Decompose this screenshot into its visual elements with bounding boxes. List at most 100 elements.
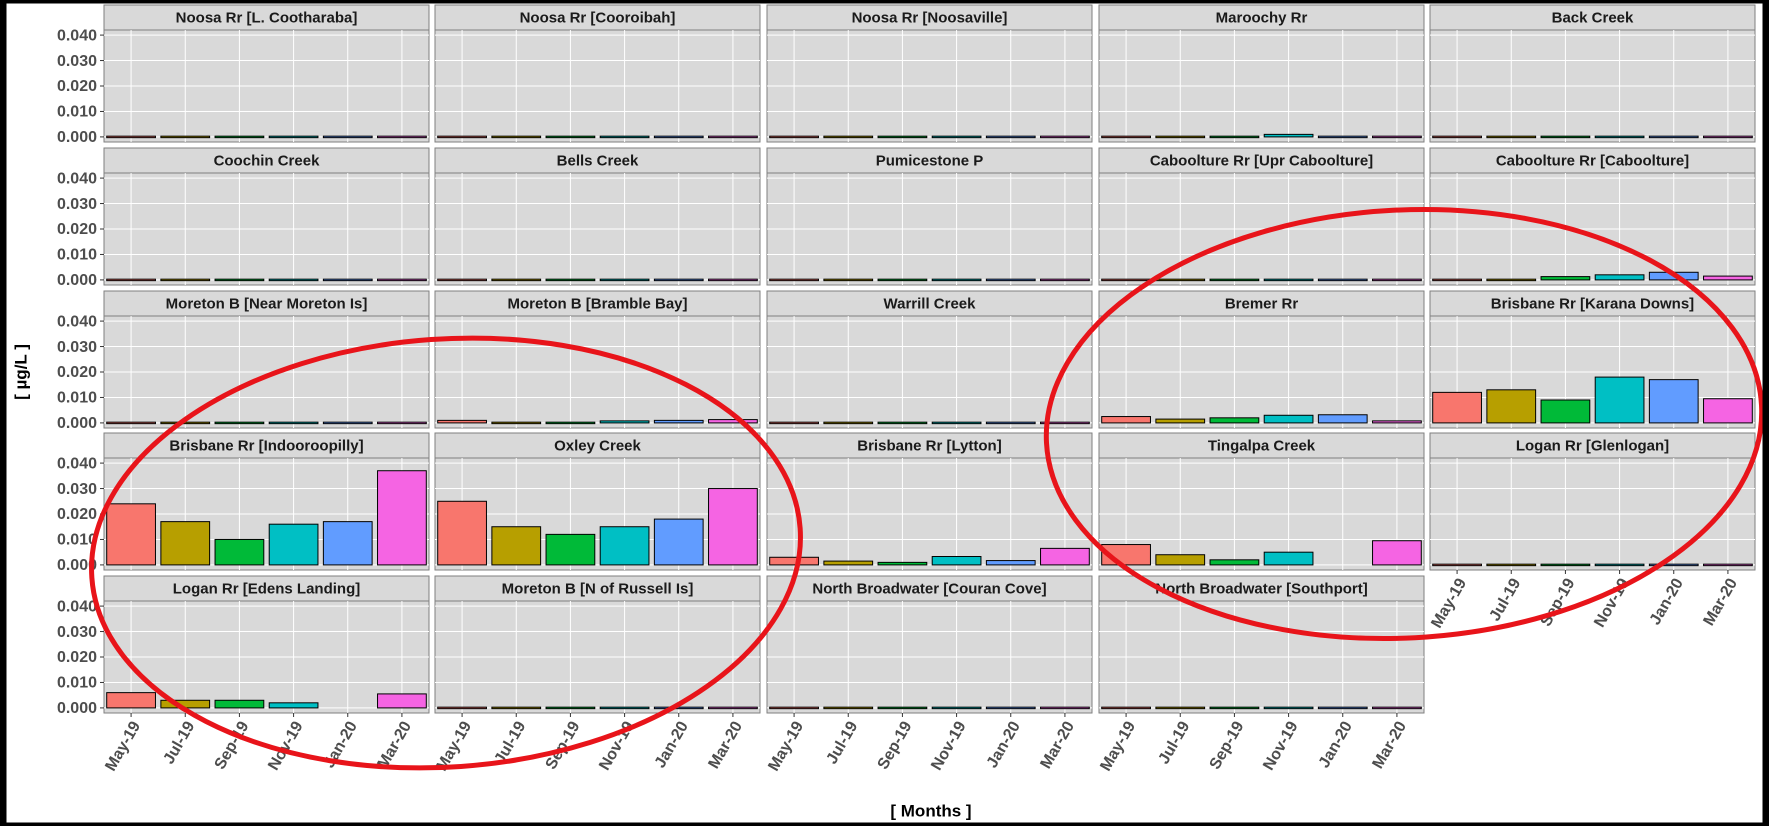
bar: [545, 421, 596, 425]
bar: [1040, 706, 1090, 710]
bar: [653, 518, 704, 566]
bar: [1317, 414, 1368, 424]
bar: [1155, 135, 1206, 139]
y-tick-label: 0.040: [57, 455, 97, 472]
y-tick-label: 0.000: [57, 129, 97, 146]
bar: [106, 135, 156, 139]
y-tick-label: 0.030: [57, 196, 97, 213]
panel-title: Caboolture Rr [Caboolture]: [1496, 152, 1689, 169]
bar: [599, 420, 650, 424]
y-tick-label: 0.030: [57, 339, 97, 356]
y-tick-label: 0.000: [57, 272, 97, 289]
bar: [1317, 135, 1368, 139]
bar: [1703, 275, 1753, 281]
bar: [769, 556, 819, 566]
bar: [1155, 554, 1206, 566]
bar: [599, 278, 650, 282]
bar: [1372, 540, 1422, 566]
bar: [985, 421, 1036, 425]
bar: [1594, 274, 1645, 281]
strip: [1429, 432, 1756, 459]
bar: [931, 706, 982, 710]
panel-title: Brisbane Rr [Indooroopilly]: [169, 437, 363, 454]
y-tick-label: 0.040: [57, 170, 97, 187]
bar: [1372, 706, 1422, 710]
bar: [877, 561, 928, 566]
bar: [1540, 276, 1591, 281]
y-tick-label: 0.010: [57, 104, 97, 121]
strip: [103, 147, 430, 174]
y-tick-label: 0.020: [57, 78, 97, 95]
bar: [1540, 135, 1591, 139]
panel-title: Coochin Creek: [214, 152, 321, 169]
bar: [823, 421, 874, 425]
bar: [877, 706, 928, 710]
bar: [599, 706, 650, 710]
panel-title: Bremer Rr: [1225, 295, 1299, 312]
bar: [1040, 421, 1090, 425]
y-tick-label: 0.040: [57, 598, 97, 615]
y-tick-label: 0.020: [57, 221, 97, 238]
bar: [769, 135, 819, 139]
bar: [106, 692, 156, 709]
bar: [491, 135, 542, 139]
y-tick-label: 0.010: [57, 390, 97, 407]
panel-title: Caboolture Rr [Upr Caboolture]: [1150, 152, 1373, 169]
bar: [214, 278, 265, 282]
bar: [931, 278, 982, 282]
bar: [491, 706, 542, 710]
bar: [1263, 551, 1314, 566]
bar: [437, 500, 487, 566]
strip: [1098, 4, 1425, 31]
bar: [1486, 278, 1537, 282]
panel-title: Pumicestone P: [876, 152, 984, 169]
panel-title: Warrill Creek: [884, 295, 977, 312]
strip: [434, 4, 761, 31]
y-tick-label: 0.010: [57, 247, 97, 264]
strip: [1098, 147, 1425, 174]
y-tick-label: 0.010: [57, 675, 97, 692]
strip: [766, 290, 1093, 317]
y-tick-label: 0.000: [57, 700, 97, 717]
y-tick-label: 0.040: [57, 313, 97, 330]
bar: [322, 135, 373, 139]
bar: [322, 421, 373, 425]
bar: [106, 503, 156, 566]
bar: [268, 523, 319, 566]
panel-title: Tingalpa Creek: [1208, 437, 1316, 454]
bar: [931, 421, 982, 425]
bar: [377, 470, 427, 566]
bar: [545, 135, 596, 139]
bar: [1317, 706, 1368, 710]
bar: [1486, 563, 1537, 567]
bar: [1372, 420, 1422, 424]
bar: [1432, 391, 1482, 424]
bar: [491, 526, 542, 566]
strip: [1098, 290, 1425, 317]
highlight-ellipse: [89, 335, 803, 771]
y-tick-label: 0.020: [57, 649, 97, 666]
bar: [1040, 278, 1090, 282]
panel-title: Noosa Rr [L. Cootharaba]: [176, 9, 358, 26]
strip: [103, 575, 430, 602]
bar: [268, 278, 319, 282]
bar: [377, 421, 427, 425]
bar: [599, 526, 650, 566]
strip: [434, 575, 761, 602]
bar: [214, 135, 265, 139]
panel-title: Logan Rr [Glenlogan]: [1516, 437, 1669, 454]
bar: [708, 706, 758, 710]
bar: [106, 278, 156, 282]
bar: [877, 278, 928, 282]
y-axis-title: [ µg/L ]: [11, 344, 30, 400]
y-tick-label: 0.020: [57, 506, 97, 523]
bar: [1540, 563, 1591, 567]
bar: [491, 278, 542, 282]
panel-title: Back Creek: [1552, 9, 1634, 26]
bar: [708, 419, 758, 424]
bar: [377, 278, 427, 282]
bar: [931, 135, 982, 139]
bar: [931, 556, 982, 566]
bar: [214, 699, 265, 709]
